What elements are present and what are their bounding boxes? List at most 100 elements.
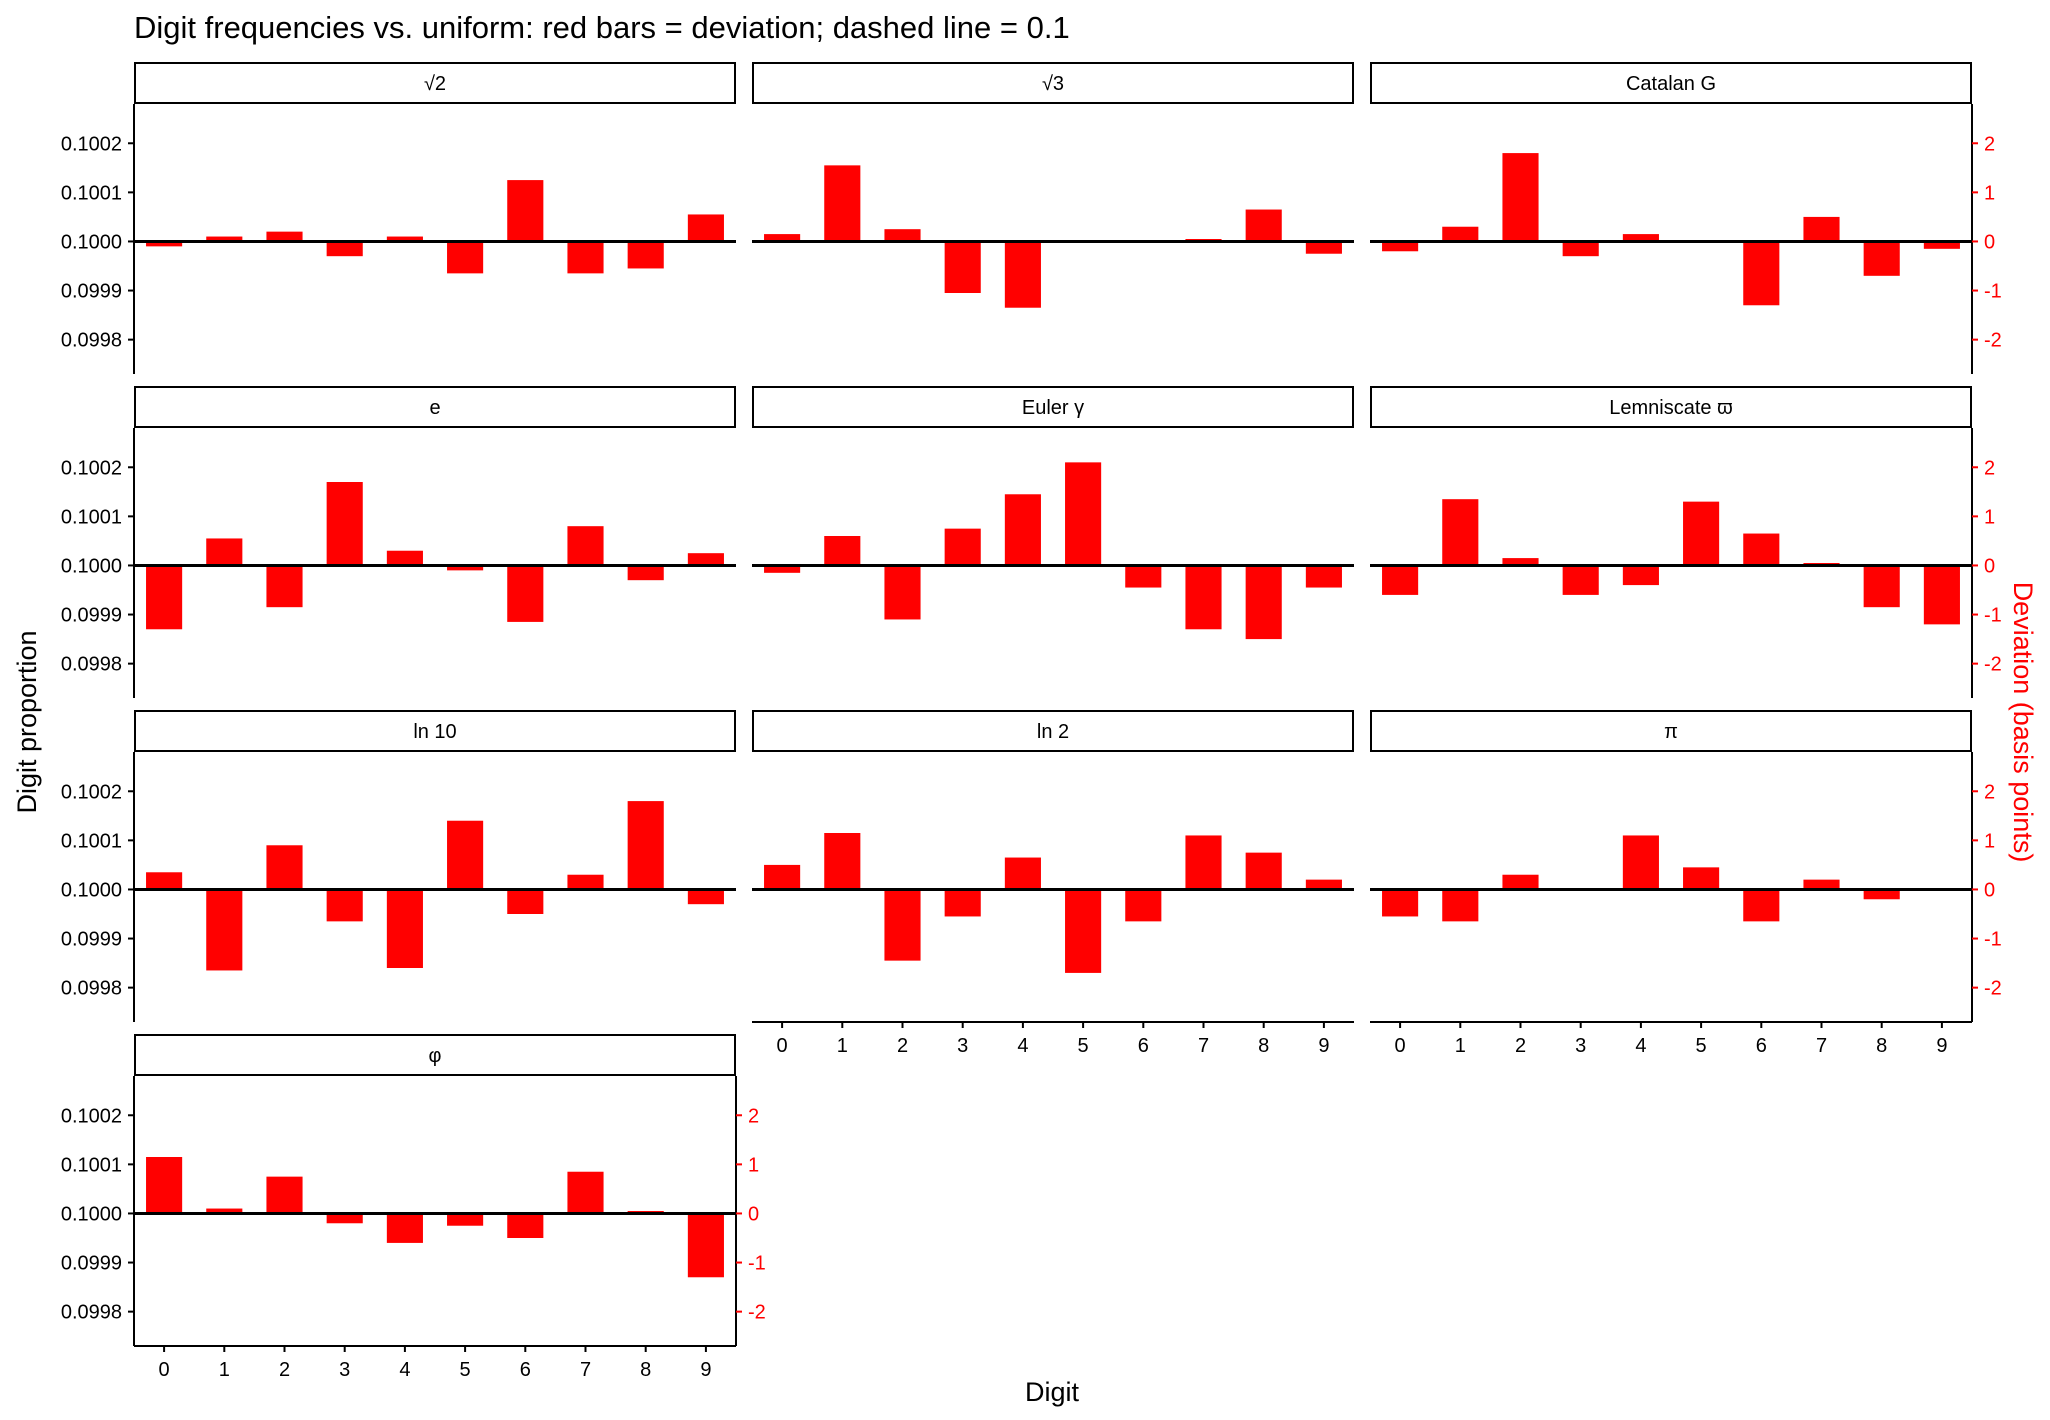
panel-strip-label: Euler γ [1022, 397, 1084, 419]
bar [1185, 565, 1222, 630]
bar [1923, 565, 1960, 625]
y-right-tick-label: -1 [748, 1253, 766, 1275]
bar [627, 565, 664, 581]
bar [146, 241, 183, 247]
bar [1065, 889, 1102, 973]
y-tick-label: 0.1000 [61, 231, 122, 253]
bar [507, 180, 544, 242]
bar [1382, 565, 1419, 595]
bar [687, 1213, 724, 1278]
bar [1305, 241, 1342, 254]
x-tick-label: 4 [1635, 1035, 1646, 1057]
bar [266, 845, 303, 890]
bar [146, 1157, 183, 1214]
bar [326, 241, 363, 257]
panel-8: ln 2 0 1 2 3 4 5 6 7 8 9 [752, 710, 1354, 1057]
bar [206, 889, 243, 971]
x-tick-label: 5 [1078, 1035, 1089, 1057]
panel-strip [134, 1034, 736, 1076]
panel-4: e 0.0998 0.0999 0.1000 0.1001 0.1002 [61, 386, 736, 698]
x-tick-label: 6 [1756, 1035, 1767, 1057]
bar [944, 528, 981, 566]
bar [386, 1213, 423, 1243]
x-tick-label: 1 [837, 1035, 848, 1057]
bar [386, 236, 423, 242]
bar [326, 482, 363, 566]
bar [1622, 835, 1659, 890]
y-tick-label: 0.0998 [61, 978, 122, 1000]
bar [884, 565, 921, 620]
y-tick-label: 0.0998 [61, 654, 122, 676]
bar [206, 538, 243, 566]
bar [1442, 499, 1479, 566]
x-tick-label: 7 [1198, 1035, 1209, 1057]
y-tick-label: 0.1000 [61, 555, 122, 577]
panel-strip-label: √3 [1042, 73, 1064, 95]
bar [447, 820, 484, 890]
y-right-tick-label: -2 [1984, 330, 2002, 352]
bar [146, 565, 183, 630]
y-right-tick-label: 2 [1984, 133, 1995, 155]
y-tick-label: 0.1001 [61, 1154, 122, 1176]
bar [1803, 879, 1840, 890]
bar [687, 553, 724, 566]
bar [944, 241, 981, 293]
y-tick-label: 0.0998 [61, 330, 122, 352]
bar [447, 241, 484, 274]
y-right-tick-label: -1 [1984, 605, 2002, 627]
panel-3: Catalan G -2 -1 0 1 2 [1370, 62, 2002, 374]
bar [266, 231, 303, 242]
bar [1803, 216, 1840, 242]
x-tick-label: 5 [460, 1359, 471, 1381]
panel-7: ln 10 0.0998 0.0999 0.1000 0.1001 0.1002 [61, 710, 736, 1022]
bar [1502, 153, 1539, 242]
bar [1305, 879, 1342, 890]
y-tick-label: 0.1000 [61, 879, 122, 901]
bar [266, 565, 303, 608]
x-axis-label: Digit [1025, 1377, 1080, 1407]
bar [687, 889, 724, 905]
x-tick-label: 2 [1515, 1035, 1526, 1057]
y-tick-label: 0.1002 [61, 1105, 122, 1127]
panel-strip [134, 710, 736, 752]
bar [824, 165, 861, 242]
bar [1562, 241, 1599, 257]
y-right-tick-label: -2 [1984, 978, 2002, 1000]
bar [824, 833, 861, 890]
bar [764, 234, 801, 242]
bar [627, 801, 664, 890]
x-tick-label: 2 [897, 1035, 908, 1057]
bar [1923, 241, 1960, 249]
y-right-tick-label: -1 [1984, 929, 2002, 951]
bar [1382, 889, 1419, 917]
panel-strip-label: √2 [424, 73, 446, 95]
y-axis-label: Digit proportion [12, 630, 42, 813]
bar [567, 241, 604, 274]
bar [764, 565, 801, 573]
y-tick-label: 0.1001 [61, 182, 122, 204]
bar [206, 236, 243, 242]
bar [1004, 241, 1041, 308]
bar [1743, 533, 1780, 566]
bar [1442, 226, 1479, 242]
x-tick-label: 1 [219, 1359, 230, 1381]
panel-strip-label: ln 2 [1037, 721, 1069, 743]
y-tick-label: 0.1001 [61, 506, 122, 528]
x-tick-label: 0 [777, 1035, 788, 1057]
x-tick-label: 0 [1395, 1035, 1406, 1057]
bar [266, 1176, 303, 1214]
y-axis-label-right: Deviation (basis points) [2008, 582, 2038, 863]
bar [567, 1171, 604, 1214]
y-right-tick-label: 0 [748, 1203, 759, 1225]
panel-strip-label: φ [429, 1045, 442, 1067]
panel-strip [134, 386, 736, 428]
bar [447, 565, 484, 571]
x-tick-label: 3 [1575, 1035, 1586, 1057]
bar [326, 889, 363, 922]
bar [146, 872, 183, 890]
panel-2: √3 [752, 62, 1354, 308]
panel-strip [1370, 62, 1972, 104]
bar [1743, 889, 1780, 922]
bar [1004, 494, 1041, 566]
panel-strip [134, 62, 736, 104]
